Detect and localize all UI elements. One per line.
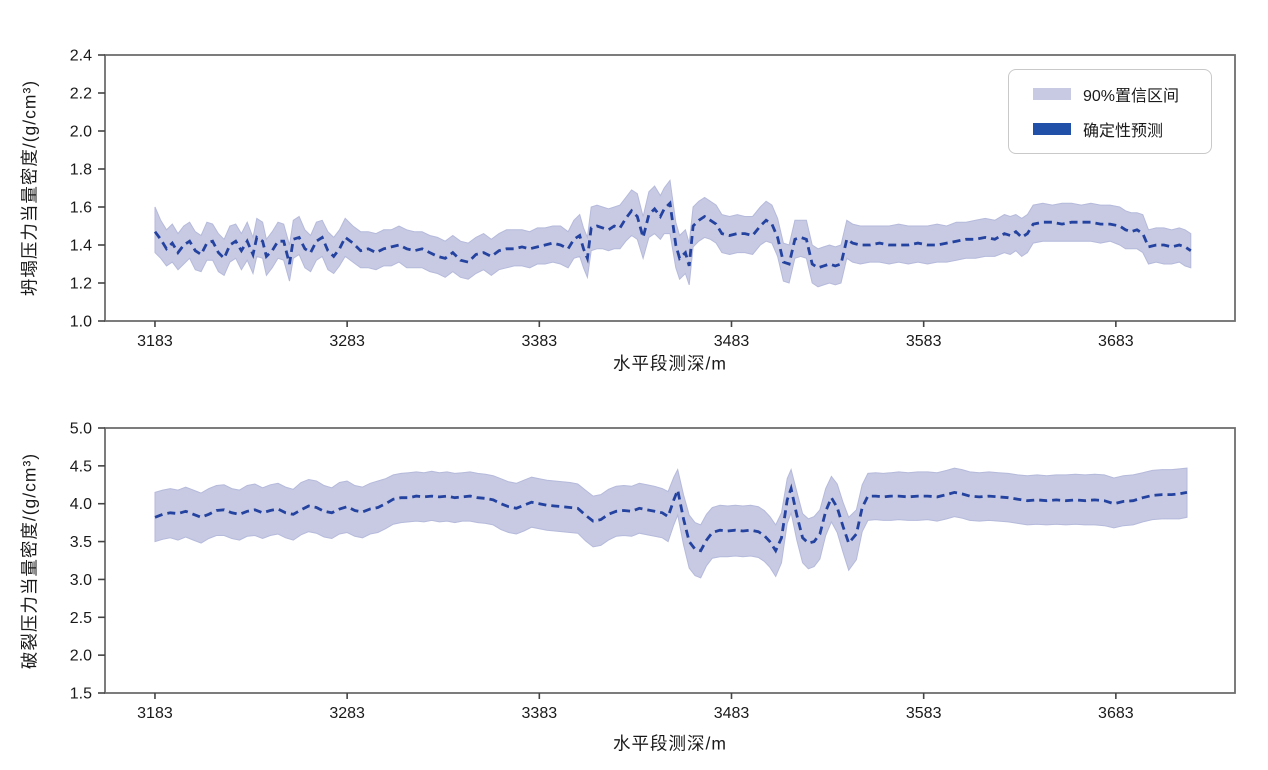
y-tick-label: 3.5 <box>70 534 92 551</box>
confidence-band <box>154 467 1188 579</box>
legend: 90%置信区间 确定性预测 <box>1008 69 1212 154</box>
confidence-band <box>154 179 1192 288</box>
y-axis: 1.0 1.2 1.4 1.6 1.8 2.0 2.2 2.4 <box>70 48 105 331</box>
y-tick-label: 2.0 <box>70 648 92 665</box>
fracture-pressure-chart: 1.5 2.0 2.5 3.0 3.5 4.0 4.5 5.0 3183 3283 3383 3483… <box>70 421 1236 722</box>
legend-item-confidence-band: 90%置信区间 <box>1033 82 1195 106</box>
x-tick-label: 3183 <box>137 705 173 722</box>
x-tick-label: 3183 <box>137 333 173 350</box>
x-tick-label: 3683 <box>1098 333 1134 350</box>
confidence-band-label: 90%置信区间 <box>1083 88 1180 105</box>
x-tick-label: 3583 <box>906 333 942 350</box>
plot-frame <box>104 427 1236 694</box>
plot-frame <box>104 54 1236 322</box>
collapse-pressure-chart: 1.0 1.2 1.4 1.6 1.8 2.0 2.2 2.4 3183 3283 3383 3483… <box>70 48 1236 350</box>
prediction-line-label: 确定性预测 <box>1083 123 1164 140</box>
y-tick-label: 2.0 <box>70 124 92 141</box>
y-tick-label: 5.0 <box>70 421 92 438</box>
prediction-line <box>153 200 1192 270</box>
y-tick-label: 1.2 <box>70 276 92 293</box>
x-tick-label: 3483 <box>714 333 750 350</box>
y-tick-label: 4.0 <box>70 496 92 513</box>
prediction-line <box>154 483 1188 554</box>
legend-item-prediction-line: 确定性预测 <box>1033 117 1195 141</box>
y-tick-label: 1.4 <box>70 238 92 255</box>
y-tick-label: 3.0 <box>70 572 92 589</box>
y-tick-label: 2.5 <box>70 610 92 627</box>
x-axis: 3183 3283 3383 3483 3583 3683 <box>137 321 1134 350</box>
fracture-chart-y-axis-title: 破裂压力当量密度/(g/cm³) <box>19 452 40 670</box>
y-tick-label: 1.0 <box>70 314 92 331</box>
y-tick-label: 1.6 <box>70 200 92 217</box>
x-tick-label: 3383 <box>522 333 558 350</box>
prediction-line-swatch <box>1033 123 1071 135</box>
x-tick-label: 3683 <box>1098 705 1134 722</box>
y-tick-label: 2.2 <box>70 86 92 103</box>
fracture-chart-x-axis-title: 水平段测深/m <box>613 733 727 754</box>
y-tick-label: 2.4 <box>70 48 92 65</box>
y-tick-label: 4.5 <box>70 458 92 475</box>
x-tick-label: 3283 <box>329 705 365 722</box>
collapse-chart-y-axis-title: 坍塌压力当量密度/(g/cm³) <box>19 79 40 297</box>
y-tick-label: 1.8 <box>70 162 92 179</box>
confidence-band-swatch <box>1033 88 1071 100</box>
y-axis: 1.5 2.0 2.5 3.0 3.5 4.0 4.5 5.0 <box>70 421 105 703</box>
collapse-chart-x-axis-title: 水平段测深/m <box>613 353 727 374</box>
x-tick-label: 3283 <box>329 333 365 350</box>
y-tick-label: 1.5 <box>70 686 92 703</box>
x-axis: 3183 3283 3383 3483 3583 3683 <box>137 693 1134 722</box>
x-tick-label: 3383 <box>522 705 558 722</box>
x-tick-label: 3583 <box>906 705 942 722</box>
x-tick-label: 3483 <box>714 705 750 722</box>
